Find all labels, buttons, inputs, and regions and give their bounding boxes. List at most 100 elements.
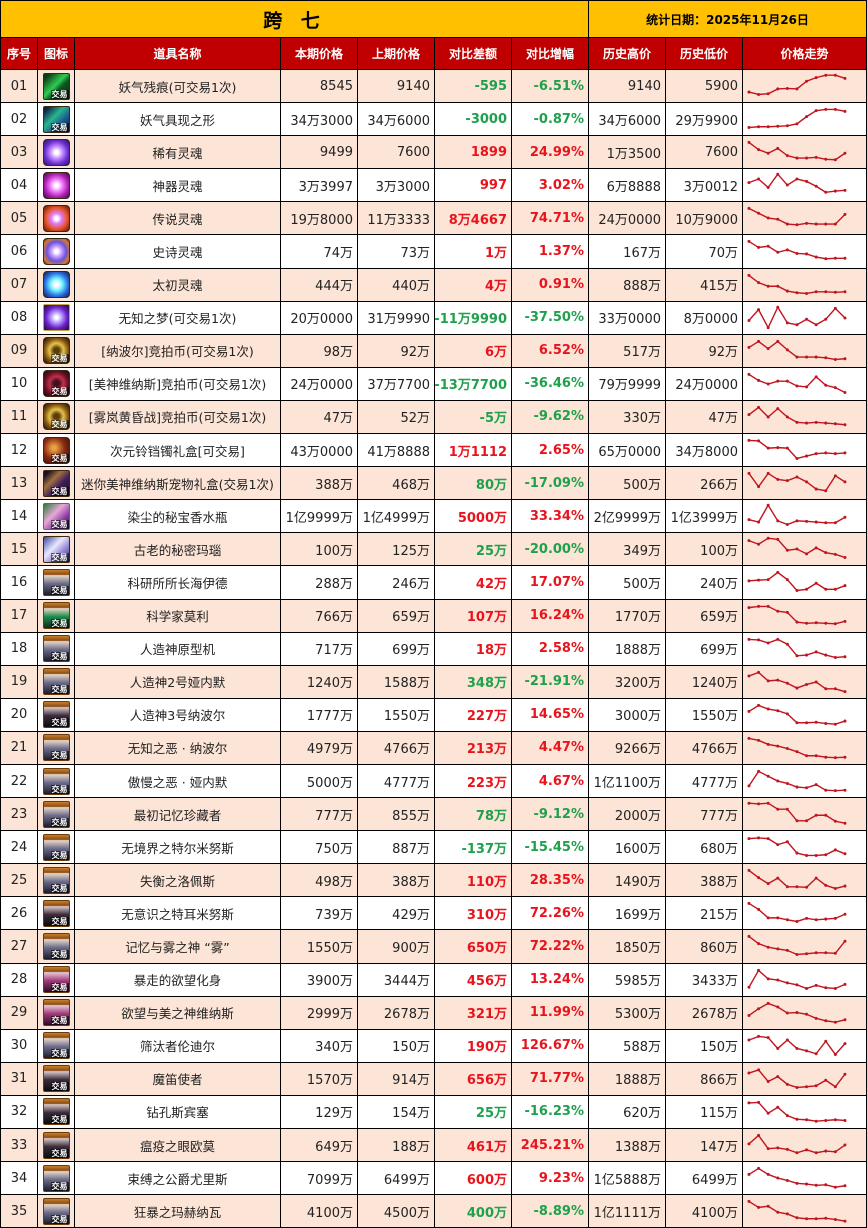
sparkline-chart: [747, 108, 847, 130]
item-name: 太初灵魂: [75, 268, 281, 301]
table-row[interactable]: 35 交易 狂暴之玛赫纳瓦 4100万 4500万 400万 -8.89% 1亿…: [0, 1195, 867, 1228]
table-row[interactable]: 04 神器灵魂 3万3997 3万3000 997 3.02% 6万8888 3…: [0, 169, 867, 203]
price-change-pct: 14.65%: [512, 698, 589, 731]
table-row[interactable]: 33 交易 瘟疫之眼欧莫 649万 188万 461万 245.21% 1388…: [0, 1129, 867, 1163]
history-low: 1亿3999万: [666, 500, 743, 533]
item-icon-cell: 交易: [38, 930, 75, 963]
current-price: 100万: [281, 533, 358, 566]
table-row[interactable]: 05 传说灵魂 19万8000 11万3333 8万4667 74.71% 24…: [0, 202, 867, 236]
table-row[interactable]: 34 交易 束缚之公爵尤里斯 7099万 6499万 600万 9.23% 1亿…: [0, 1162, 867, 1196]
price-change-pct: 1.37%: [512, 235, 589, 268]
table-row[interactable]: 29 交易 欲望与美之神维纳斯 2999万 2678万 321万 11.99% …: [0, 996, 867, 1030]
col-header-price-trend[interactable]: 价格走势: [743, 38, 867, 69]
current-price: 9499: [281, 136, 358, 169]
table-row[interactable]: 08 无知之梦(可交易1次) 20万0000 31万9990 -11万9990 …: [0, 301, 867, 335]
col-header-index[interactable]: 序号: [1, 38, 38, 69]
table-row[interactable]: 14 交易 染尘的秘宝香水瓶 1亿9999万 1亿4999万 5000万 33.…: [0, 500, 867, 534]
table-row[interactable]: 25 交易 失衡之洛佩斯 498万 388万 110万 28.35% 1490万…: [0, 864, 867, 898]
row-index: 05: [1, 202, 38, 235]
table-row[interactable]: 11 交易 [雾岚黄昏战]竞拍币(可交易1次) 47万 52万 -5万 -9.6…: [0, 400, 867, 435]
table-row[interactable]: 10 交易 [美神维纳斯]竞拍币(可交易1次) 24万0000 37万7700 …: [0, 367, 867, 401]
previous-price: 3万3000: [358, 169, 435, 202]
tradable-tag: 交易: [50, 1148, 69, 1158]
table-row[interactable]: 15 交易 古老的秘密玛瑙 100万 125万 25万 -20.00% 349万…: [0, 533, 867, 567]
price-trend-sparkline: [743, 599, 867, 632]
row-index: 26: [1, 897, 38, 930]
table-row[interactable]: 19 交易 人造神2号娅内默 1240万 1588万 348万 -21.91% …: [0, 665, 867, 699]
col-header-item-name[interactable]: 道具名称: [75, 38, 281, 69]
price-trend-sparkline: [743, 698, 867, 731]
table-row[interactable]: 26 交易 无意识之特耳米努斯 739万 429万 310万 72.26% 16…: [0, 897, 867, 931]
current-price: 43万0000: [281, 434, 358, 467]
table-row[interactable]: 02 交易 妖气具现之形 34万3000 34万6000 -3000 -0.87…: [0, 103, 867, 137]
table-row[interactable]: 30 交易 筛汰者伦迪尔 340万 150万 190万 126.67% 588万…: [0, 1029, 867, 1063]
previous-price: 3444万: [358, 963, 435, 996]
table-row[interactable]: 18 交易 人造神原型机 717万 699万 18万 2.58% 1888万 6…: [0, 632, 867, 666]
row-index: 07: [1, 268, 38, 301]
item-name: 科学家莫利: [75, 599, 281, 632]
current-price: 20万0000: [281, 301, 358, 334]
item-icon: 交易: [42, 403, 70, 431]
table-row[interactable]: 23 交易 最初记忆珍藏者 777万 855万 78万 -9.12% 2000万…: [0, 798, 867, 832]
col-header-difference[interactable]: 对比差额: [435, 38, 512, 69]
table-row[interactable]: 12 交易 次元铃铛镯礼盒[可交易] 43万0000 41万8888 1万111…: [0, 434, 867, 468]
row-index: 28: [1, 963, 38, 996]
item-icon-cell: 交易: [38, 467, 75, 500]
tradable-tag: 交易: [50, 883, 69, 893]
current-price: 74万: [281, 235, 358, 268]
row-index: 23: [1, 798, 38, 831]
item-icon-cell: 交易: [38, 864, 75, 897]
table-row[interactable]: 17 交易 科学家莫利 766万 659万 107万 16.24% 1770万 …: [0, 599, 867, 633]
table-row[interactable]: 27 交易 记忆与雾之神 “雾” 1550万 900万 650万 72.22% …: [0, 930, 867, 964]
row-index: 20: [1, 698, 38, 731]
history-low: 147万: [666, 1129, 743, 1162]
tradable-tag: 交易: [50, 486, 69, 496]
table-row[interactable]: 07 太初灵魂 444万 440万 4万 0.91% 888万 415万: [0, 268, 867, 302]
table-row[interactable]: 32 交易 钻孔斯宾塞 129万 154万 25万 -16.23% 620万 1…: [0, 1095, 867, 1129]
history-high: 167万: [589, 235, 666, 268]
item-icon: 交易: [42, 1131, 70, 1159]
item-name: 魔笛使者: [75, 1062, 281, 1095]
item-icon: 交易: [42, 502, 70, 530]
price-change-pct: -0.87%: [512, 103, 589, 136]
price-trend-sparkline: [743, 764, 867, 798]
table-row[interactable]: 01 交易 妖气残痕(可交易1次) 8545 9140 -595 -6.51% …: [0, 70, 867, 104]
table-row[interactable]: 06 史诗灵魂 74万 73万 1万 1.37% 167万 70万: [0, 235, 867, 269]
col-header-change-pct[interactable]: 对比增幅: [512, 38, 589, 69]
table-row[interactable]: 20 交易 人造神3号纳波尔 1777万 1550万 227万 14.65% 3…: [0, 698, 867, 732]
history-low: 388万: [666, 864, 743, 897]
col-header-history-high[interactable]: 历史高价: [589, 38, 666, 69]
table-row[interactable]: 31 交易 魔笛使者 1570万 914万 656万 71.77% 1888万 …: [0, 1062, 867, 1096]
price-change-pct: 71.77%: [512, 1062, 589, 1095]
item-name: 狂暴之玛赫纳瓦: [75, 1195, 281, 1228]
previous-price: 246万: [358, 566, 435, 599]
price-trend-sparkline: [743, 169, 867, 202]
table-row[interactable]: 13 交易 迷你美神维纳斯宠物礼盒(交易1次) 388万 468万 80万 -1…: [0, 467, 867, 501]
table-row[interactable]: 03 稀有灵魂 9499 7600 1899 24.99% 1万3500 760…: [0, 136, 867, 170]
item-icon-cell: [38, 202, 75, 235]
price-difference: 400万: [435, 1195, 512, 1228]
item-name: 传说灵魂: [75, 202, 281, 235]
col-header-history-low[interactable]: 历史低价: [666, 38, 743, 69]
item-name: 人造神2号娅内默: [75, 665, 281, 698]
item-icon-cell: 交易: [38, 599, 75, 632]
table-row[interactable]: 21 交易 无知之恶 · 纳波尔 4979万 4766万 213万 4.47% …: [0, 731, 867, 765]
history-low: 47万: [666, 400, 743, 434]
price-difference: 6万: [435, 334, 512, 367]
price-trend-sparkline: [743, 1129, 867, 1162]
col-header-previous-price[interactable]: 上期价格: [358, 38, 435, 69]
history-high: 1亿1100万: [589, 764, 666, 798]
history-low: 659万: [666, 599, 743, 632]
table-row[interactable]: 28 交易 暴走的欲望化身 3900万 3444万 456万 13.24% 59…: [0, 963, 867, 997]
table-row[interactable]: 24 交易 无境界之特尔米努斯 750万 887万 -137万 -15.45% …: [0, 831, 867, 865]
table-row[interactable]: 16 交易 科研所所长海伊德 288万 246万 42万 17.07% 500万…: [0, 566, 867, 600]
history-low: 5900: [666, 70, 743, 103]
table-row[interactable]: 09 交易 [纳波尔]竞拍币(可交易1次) 98万 92万 6万 6.52% 5…: [0, 334, 867, 368]
col-header-current-price[interactable]: 本期价格: [281, 38, 358, 69]
previous-price: 6499万: [358, 1162, 435, 1195]
row-index: 16: [1, 566, 38, 599]
previous-price: 699万: [358, 632, 435, 665]
col-header-icon[interactable]: 图标: [38, 38, 75, 69]
table-row[interactable]: 22 交易 傲慢之恶 · 娅内默 5000万 4777万 223万 4.67% …: [0, 764, 867, 799]
tradable-tag: 交易: [50, 1115, 69, 1125]
